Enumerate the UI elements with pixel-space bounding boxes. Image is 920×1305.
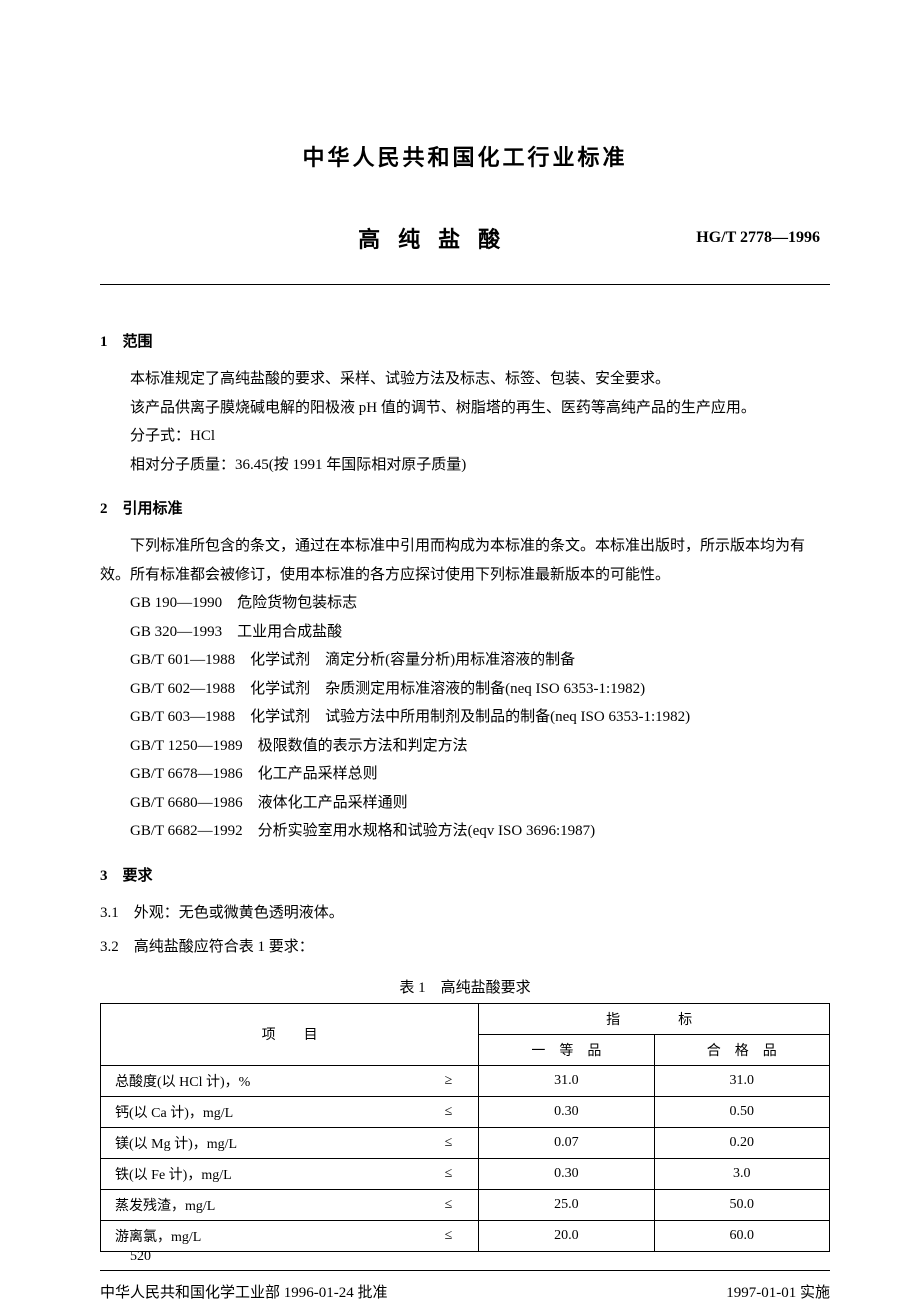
cell-g1: 31.0 [479,1065,654,1096]
cell-item: 总酸度(以 HCl 计)，% [101,1065,419,1096]
table-row: 钙(以 Ca 计)，mg/L ≤ 0.30 0.50 [101,1096,830,1127]
cell-item: 游离氯，mg/L [101,1220,419,1251]
cell-g2: 3.0 [654,1158,829,1189]
cell-op: ≤ [419,1220,479,1251]
cell-op: ≤ [419,1158,479,1189]
ref-4: GB/T 602—1988 化学试剂 杂质测定用标准溶液的制备(neq ISO … [100,675,830,704]
table-row: 蒸发残渣，mg/L ≤ 25.0 50.0 [101,1189,830,1220]
th-spec: 指 标 [479,1003,830,1034]
cell-g2: 31.0 [654,1065,829,1096]
main-title: 中华人民共和国化工行业标准 [100,140,830,172]
cell-item: 蒸发残渣，mg/L [101,1189,419,1220]
cell-g2: 50.0 [654,1189,829,1220]
cell-g2: 60.0 [654,1220,829,1251]
table-header-row-1: 项 目 指 标 [101,1003,830,1034]
page-number: 520 [130,1249,151,1265]
cell-op: ≥ [419,1065,479,1096]
s1-p3: 分子式：HCl [100,422,830,451]
section-2-heading: 2 引用标准 [100,497,830,518]
table-row: 铁(以 Fe 计)，mg/L ≤ 0.30 3.0 [101,1158,830,1189]
sub-header-row: 高纯盐酸 HG/T 2778—1996 [100,222,830,254]
spec-table: 项 目 指 标 一 等 品 合 格 品 总酸度(以 HCl 计)，% ≥ 31.… [100,1003,830,1252]
cell-g1: 0.30 [479,1096,654,1127]
table-caption: 表 1 高纯盐酸要求 [100,976,830,997]
cell-item: 镁(以 Mg 计)，mg/L [101,1127,419,1158]
cell-g1: 0.07 [479,1127,654,1158]
cell-item: 钙(以 Ca 计)，mg/L [101,1096,419,1127]
cell-op: ≤ [419,1127,479,1158]
s3-1: 3.1 外观：无色或微黄色透明液体。 [100,899,830,928]
section-3-heading: 3 要求 [100,864,830,885]
cell-g1: 20.0 [479,1220,654,1251]
table-row: 镁(以 Mg 计)，mg/L ≤ 0.07 0.20 [101,1127,830,1158]
cell-g1: 25.0 [479,1189,654,1220]
footer-row: 中华人民共和国化学工业部 1996-01-24 批准 1997-01-01 实施 [100,1270,830,1302]
s2-intro: 下列标准所包含的条文，通过在本标准中引用而构成为本标准的条文。本标准出版时，所示… [100,532,830,589]
s3-2: 3.2 高纯盐酸应符合表 1 要求： [100,933,830,962]
ref-9: GB/T 6682—1992 分析实验室用水规格和试验方法(eqv ISO 36… [100,817,830,846]
ref-7: GB/T 6678—1986 化工产品采样总则 [100,760,830,789]
standard-code: HG/T 2778—1996 [696,229,820,247]
ref-3: GB/T 601—1988 化学试剂 滴定分析(容量分析)用标准溶液的制备 [100,646,830,675]
ref-6: GB/T 1250—1989 极限数值的表示方法和判定方法 [100,732,830,761]
sub-title: 高纯盐酸 [100,222,696,254]
ref-5: GB/T 603—1988 化学试剂 试验方法中所用制剂及制品的制备(neq I… [100,703,830,732]
cell-op: ≤ [419,1189,479,1220]
ref-1: GB 190—1990 危险货物包装标志 [100,589,830,618]
ref-8: GB/T 6680—1986 液体化工产品采样通则 [100,789,830,818]
th-item: 项 目 [101,1003,479,1065]
section-1-heading: 1 范围 [100,330,830,351]
cell-op: ≤ [419,1096,479,1127]
cell-g1: 0.30 [479,1158,654,1189]
th-grade2: 合 格 品 [654,1034,829,1065]
s1-p2: 该产品供离子膜烧碱电解的阳极液 pH 值的调节、树脂塔的再生、医药等高纯产品的生… [100,394,830,423]
cell-g2: 0.50 [654,1096,829,1127]
divider-line [100,284,830,285]
ref-2: GB 320—1993 工业用合成盐酸 [100,618,830,647]
th-grade1: 一 等 品 [479,1034,654,1065]
s1-p4: 相对分子质量：36.45(按 1991 年国际相对原子质量) [100,451,830,480]
approval-text: 中华人民共和国化学工业部 1996-01-24 批准 [100,1281,388,1302]
effective-text: 1997-01-01 实施 [726,1281,830,1302]
cell-g2: 0.20 [654,1127,829,1158]
cell-item: 铁(以 Fe 计)，mg/L [101,1158,419,1189]
table-row: 总酸度(以 HCl 计)，% ≥ 31.0 31.0 [101,1065,830,1096]
s1-p1: 本标准规定了高纯盐酸的要求、采样、试验方法及标志、标签、包装、安全要求。 [100,365,830,394]
table-row: 游离氯，mg/L ≤ 20.0 60.0 [101,1220,830,1251]
